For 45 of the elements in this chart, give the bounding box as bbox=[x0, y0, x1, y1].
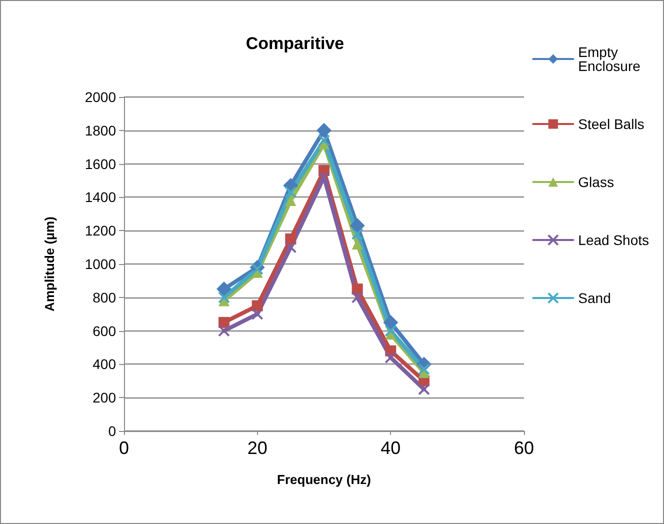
y-tick-label: 1600 bbox=[84, 156, 116, 172]
point bbox=[284, 241, 297, 254]
point bbox=[383, 314, 398, 330]
point bbox=[351, 228, 364, 240]
point bbox=[352, 284, 363, 295]
point bbox=[351, 291, 364, 304]
legend-label: Steel Balls bbox=[578, 116, 644, 132]
point bbox=[216, 282, 232, 297]
x-tick-label: 0 bbox=[118, 438, 130, 458]
y-tick-label: 400 bbox=[92, 356, 116, 372]
legend-label: Glass bbox=[578, 174, 614, 190]
legend-label: Sand bbox=[578, 290, 611, 306]
y-tick-label: 0 bbox=[108, 423, 116, 439]
point bbox=[318, 171, 330, 184]
point bbox=[318, 134, 330, 146]
y-tick-label: 600 bbox=[92, 322, 116, 339]
y-tick-label: 800 bbox=[92, 289, 116, 306]
y-tick-label: 1000 bbox=[84, 256, 116, 272]
point bbox=[352, 238, 363, 250]
point bbox=[251, 308, 264, 320]
x-tick-label: 20 bbox=[247, 438, 268, 458]
y-tick-label: 1800 bbox=[84, 122, 116, 138]
x-tick-label: 40 bbox=[380, 438, 401, 458]
x-tick-label: 60 bbox=[514, 438, 534, 458]
x-axis-title: Frequency (Hz) bbox=[277, 472, 371, 487]
chart-title: Comparitive bbox=[246, 34, 344, 53]
point bbox=[384, 324, 397, 337]
point bbox=[418, 383, 430, 396]
y-tick-label: 1200 bbox=[84, 222, 116, 239]
legend-label: Lead Shots bbox=[578, 232, 650, 248]
point bbox=[285, 195, 296, 206]
point bbox=[284, 186, 297, 198]
point bbox=[285, 233, 296, 244]
y-tick-label: 1400 bbox=[84, 189, 116, 206]
point bbox=[418, 363, 430, 376]
legend-label: Empty Enclosure bbox=[578, 44, 641, 74]
point bbox=[218, 324, 230, 337]
y-tick-label: 200 bbox=[92, 390, 116, 406]
y-axis-title: Amplitude (µm) bbox=[42, 216, 57, 312]
point bbox=[218, 291, 230, 304]
y-tick-label: 2000 bbox=[84, 89, 116, 105]
point bbox=[251, 263, 264, 276]
point bbox=[384, 352, 397, 364]
point bbox=[350, 218, 365, 234]
point bbox=[316, 122, 332, 138]
